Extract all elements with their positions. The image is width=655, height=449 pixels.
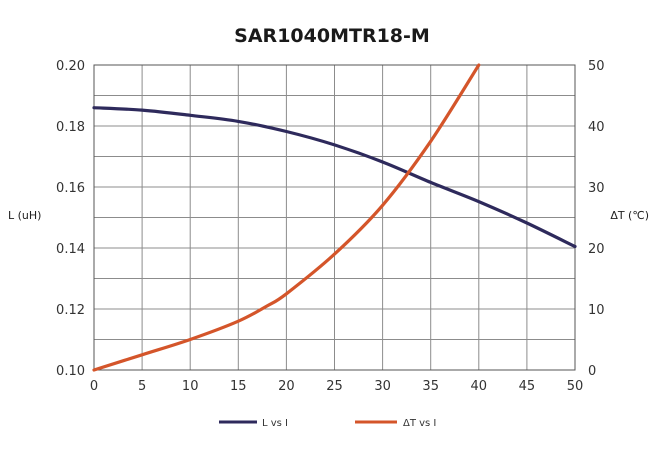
tick-layer: 0 5 10 15 20 25 30 35 40 45 50 0.20 0.18 0.16 0.14 0.12…: [56, 59, 605, 394]
grid: [94, 65, 575, 370]
y-tick-label-right: 0: [588, 364, 596, 379]
x-tick-label: 35: [422, 379, 439, 394]
x-tick-label: 50: [567, 379, 584, 394]
legend-label-l-vs-i: L vs I: [262, 418, 288, 429]
y-axis-right-label: ΔT (℃): [610, 209, 649, 222]
x-tick-label: 40: [471, 379, 488, 394]
y-tick-label-right: 20: [588, 242, 605, 257]
chart-title: SAR1040MTR18-M: [234, 25, 430, 47]
y-tick-label-left: 0.18: [56, 120, 85, 135]
series-line-delta-t-vs-i: [92, 63, 481, 372]
y-tick-label-right: 40: [588, 120, 605, 135]
x-tick-label: 5: [138, 379, 146, 394]
x-tick-label: 30: [374, 379, 391, 394]
y-axis-left-label: L (uH): [8, 209, 41, 222]
x-tick-label: 20: [278, 379, 295, 394]
y-tick-label-left: 0.14: [56, 242, 85, 257]
legend-label-delta-t-vs-i: ΔT vs I: [403, 418, 436, 429]
y-tick-label-right: 50: [588, 59, 605, 74]
x-tick-label: 25: [326, 379, 343, 394]
x-tick-label: 15: [230, 379, 247, 394]
legend: L vs I ΔT vs I: [219, 418, 436, 429]
y-tick-label-right: 10: [588, 303, 605, 318]
plot-border: [93, 64, 576, 371]
series-line-l-vs-i: [92, 106, 577, 249]
y-tick-label-left: 0.12: [56, 303, 85, 318]
y-tick-label-left: 0.20: [56, 59, 85, 74]
x-tick-label: 10: [182, 379, 199, 394]
series-layer: [92, 63, 577, 372]
x-tick-label: 0: [90, 379, 98, 394]
y-tick-label-right: 30: [588, 181, 605, 196]
y-tick-label-left: 0.16: [56, 181, 85, 196]
y-tick-label-left: 0.10: [56, 364, 85, 379]
x-tick-label: 45: [519, 379, 536, 394]
